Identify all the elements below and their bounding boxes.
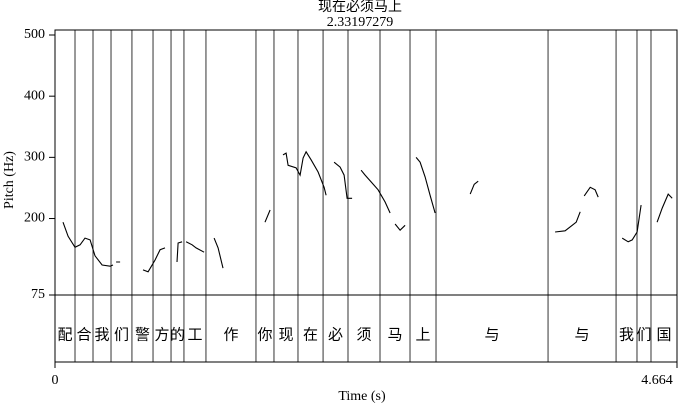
tier-label: 配 bbox=[57, 326, 72, 343]
x-tick-label: 4.664 bbox=[641, 373, 673, 388]
y-tick-label: 300 bbox=[24, 150, 45, 165]
tier-label: 在 bbox=[303, 326, 318, 343]
tier-label: 与 bbox=[485, 326, 500, 343]
tier-label: 们 bbox=[114, 326, 129, 343]
tier-label: 警 bbox=[135, 326, 150, 343]
plot-frame bbox=[54, 29, 678, 363]
y-tick-label: 500 bbox=[24, 27, 45, 42]
tier-label: 作 bbox=[223, 326, 238, 343]
pitch-contour bbox=[62, 150, 673, 273]
y-tick-label: 75 bbox=[31, 287, 45, 302]
y-tick-label: 200 bbox=[24, 211, 45, 226]
tier-label: 马 bbox=[387, 326, 402, 343]
tier-label: 合 bbox=[76, 326, 91, 343]
chart-subtitle: 2.33197279 bbox=[327, 15, 394, 30]
tier-label: 必 bbox=[328, 326, 343, 343]
tier-label: 我 bbox=[619, 326, 634, 343]
tier-label: 与 bbox=[575, 326, 590, 343]
tier-label: 方 bbox=[155, 326, 170, 343]
tier-label: 工 bbox=[187, 327, 202, 343]
tier-label: 的 bbox=[170, 326, 185, 343]
tier-label: 现 bbox=[278, 327, 293, 343]
tier-label: 我 bbox=[95, 326, 110, 343]
tier-label: 上 bbox=[416, 326, 431, 343]
tier-label: 们 bbox=[636, 326, 651, 343]
tier-label: 须 bbox=[356, 326, 371, 343]
chart-title: 现在必须马上 bbox=[318, 0, 402, 15]
tier-label: 你 bbox=[257, 326, 272, 343]
y-axis-label: Pitch (Hz) bbox=[2, 151, 17, 209]
x-axis-label: Time (s) bbox=[338, 389, 386, 404]
x-tick-label: 0 bbox=[52, 373, 59, 388]
tier-label: 国 bbox=[656, 326, 671, 343]
y-tick-label: 400 bbox=[24, 88, 45, 103]
